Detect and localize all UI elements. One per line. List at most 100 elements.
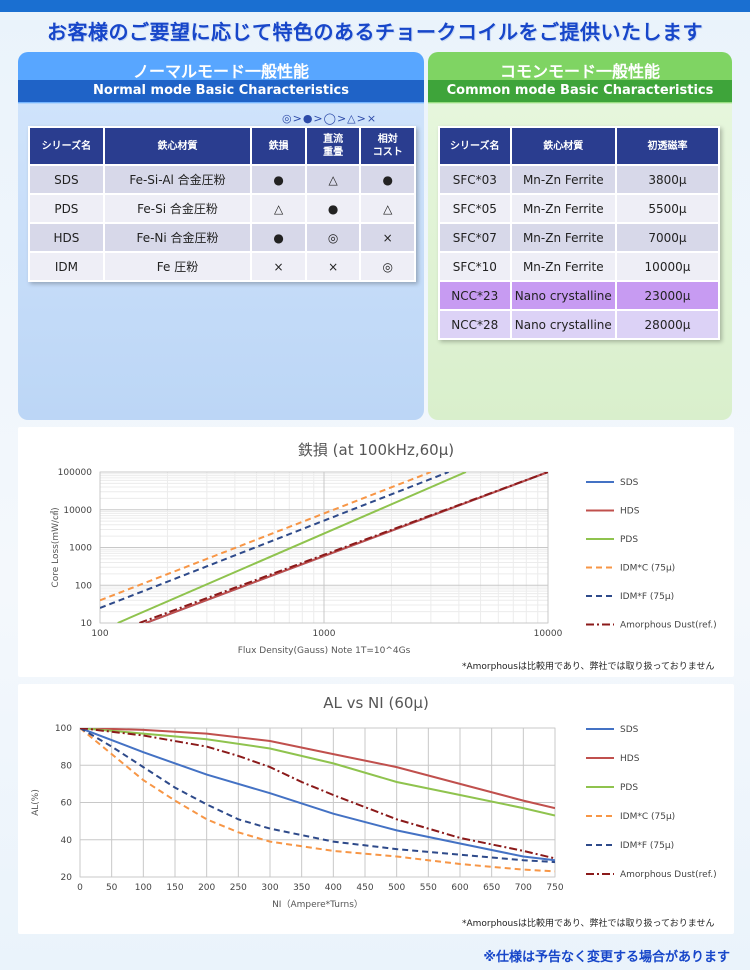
common-table-header-2: 初透磁率 (614, 126, 721, 166)
normal-table-cell: ● (304, 193, 362, 224)
series-line-3 (80, 728, 555, 873)
normal-table-cell: ◎ (304, 222, 362, 253)
x-tick-label: 400 (325, 883, 342, 893)
normal-table-cell: Fe-Si 合金圧粉 (102, 193, 253, 224)
x-tick-label: 100 (91, 629, 108, 639)
common-table-cell: 10000μ (614, 251, 721, 282)
x-tick-label: 100 (135, 883, 152, 893)
legend-label: Amorphous Dust(ref.) (620, 621, 717, 631)
al-vs-ni-chart: AL vs NI (60μ) 0 50 100 150 200 250 300 350 400 4… (18, 684, 734, 934)
footer-note: ※仕様は予告なく変更する場合があります (483, 950, 730, 965)
table-row: NCC*23 Nano crystalline 23000μ (438, 280, 721, 311)
x-axis-label: Flux Density(Gauss) Note 1T=10^4Gs (238, 646, 411, 656)
page-headline: お客様のご要望に応じて特色のあるチョークコイルをご提供いたします (47, 20, 703, 44)
common-table-cell: 3800μ (614, 164, 721, 195)
x-tick-label: 500 (388, 883, 405, 893)
normal-mode-table: シリーズ名 鉄心材質 鉄損 直流 重畳 相対 コスト SDS Fe-Si-Al 合金圧粉 ● △ ●… (28, 126, 416, 282)
normal-table-cell: × (250, 251, 307, 282)
x-tick-label: 750 (546, 883, 563, 893)
al-vs-ni-title: AL vs NI (60μ) (323, 694, 429, 712)
x-axis-label: NI（Ampere*Turns） (272, 899, 363, 910)
normal-table-cell: △ (359, 193, 416, 224)
y-tick-label: 100000 (58, 468, 93, 478)
common-table-cell: Mn-Zn Ferrite (509, 193, 617, 224)
x-tick-label: 350 (293, 883, 310, 893)
core-loss-note: *Amorphousは比較用であり、弊社では取り扱っておりません (462, 662, 715, 672)
x-tick-label: 650 (483, 883, 500, 893)
normal-table-header-1: 鉄心材質 (102, 126, 253, 166)
normal-table-cell: × (359, 222, 416, 253)
normal-table-cell: ● (250, 222, 307, 253)
legend-label: PDS (620, 783, 638, 793)
table-row: SFC*07 Mn-Zn Ferrite 7000μ (438, 222, 721, 253)
y-axis-label: Core Loss(mW/㎤) (50, 507, 61, 587)
y-tick-label: 10000 (63, 506, 92, 516)
common-table-cell: NCC*23 (438, 280, 512, 311)
common-table-cell: 28000μ (614, 309, 721, 340)
common-table-cell: SFC*10 (438, 251, 512, 282)
x-tick-label: 0 (77, 883, 83, 893)
al-vs-ni-note: *Amorphousは比較用であり、弊社では取り扱っておりません (462, 919, 715, 929)
common-table-cell: 23000μ (614, 280, 721, 311)
legend-label: IDM*C (75μ) (620, 812, 675, 822)
top-bar (0, 0, 750, 12)
normal-table-cell: ● (250, 164, 307, 195)
table-row: PDS Fe-Si 合金圧粉 △ ● △ (28, 193, 416, 224)
common-table-header-1: 鉄心材質 (509, 126, 617, 166)
normal-panel-title: ノーマルモード一般性能 (132, 62, 309, 81)
x-tick-label: 150 (166, 883, 183, 893)
common-table-cell: SFC*05 (438, 193, 512, 224)
rating-legend: ◎>●>◯>△>× (282, 112, 378, 125)
x-tick-label: 50 (106, 883, 118, 893)
normal-table-header-3: 直流 重畳 (304, 126, 362, 166)
series-line-2 (117, 472, 467, 623)
common-table-cell: SFC*03 (438, 164, 512, 195)
common-table-cell: 7000μ (614, 222, 721, 253)
core-loss-chart: 鉄損 (at 100kHz,60μ) 100 1000 10000 10 100 1000… (18, 427, 734, 677)
series-line-2 (80, 728, 555, 817)
legend-label: IDM*F (75μ) (620, 592, 674, 602)
normal-table-cell: IDM (28, 251, 105, 282)
common-table-cell: Mn-Zn Ferrite (509, 222, 617, 253)
normal-table-cell: ◎ (359, 251, 416, 282)
normal-table-cell: HDS (28, 222, 105, 253)
normal-table-cell: × (304, 251, 362, 282)
x-tick-label: 1000 (313, 629, 336, 639)
x-tick-label: 600 (451, 883, 468, 893)
normal-panel-subtitle: Normal mode Basic Characteristics (18, 80, 424, 102)
legend-label: Amorphous Dust(ref.) (620, 870, 717, 880)
common-table-cell: Nano crystalline (509, 280, 617, 311)
normal-table-header-0: シリーズ名 (28, 126, 105, 166)
legend-label: IDM*C (75μ) (620, 564, 675, 574)
normal-table-cell: Fe-Si-Al 合金圧粉 (102, 164, 253, 195)
y-tick-label: 80 (61, 761, 73, 771)
x-tick-label: 250 (230, 883, 247, 893)
table-row: NCC*28 Nano crystalline 28000μ (438, 309, 721, 340)
legend-label: SDS (620, 478, 639, 488)
series-line-4 (100, 472, 449, 609)
common-table-cell: NCC*28 (438, 309, 512, 340)
common-table-cell: 5500μ (614, 193, 721, 224)
y-tick-label: 100 (55, 724, 72, 734)
normal-table-cell: Fe 圧粉 (102, 251, 253, 282)
common-table-cell: Mn-Zn Ferrite (509, 164, 617, 195)
x-tick-label: 200 (198, 883, 215, 893)
common-table-cell: SFC*07 (438, 222, 512, 253)
normal-mode-panel: ノーマルモード一般性能 Normal mode Basic Characteri… (18, 52, 424, 420)
y-tick-label: 10 (81, 619, 93, 629)
normal-table-header-2: 鉄損 (250, 126, 307, 166)
y-tick-label: 20 (61, 873, 73, 883)
al-vs-ni-plot: 0 50 100 150 200 250 300 350 400 450 500 550 600 650 7… (31, 724, 717, 910)
y-tick-label: 40 (61, 836, 73, 846)
common-table-header-0: シリーズ名 (438, 126, 512, 166)
normal-table-cell: Fe-Ni 合金圧粉 (102, 222, 253, 253)
series-line-5 (139, 472, 548, 623)
common-table-cell: Mn-Zn Ferrite (509, 251, 617, 282)
series-line-3 (100, 472, 432, 602)
normal-table-header-4: 相対 コスト (359, 126, 416, 166)
legend-label: IDM*F (75μ) (620, 841, 674, 851)
common-table-cell: Nano crystalline (509, 309, 617, 340)
table-row: SFC*05 Mn-Zn Ferrite 5500μ (438, 193, 721, 224)
x-tick-label: 10000 (534, 629, 563, 639)
